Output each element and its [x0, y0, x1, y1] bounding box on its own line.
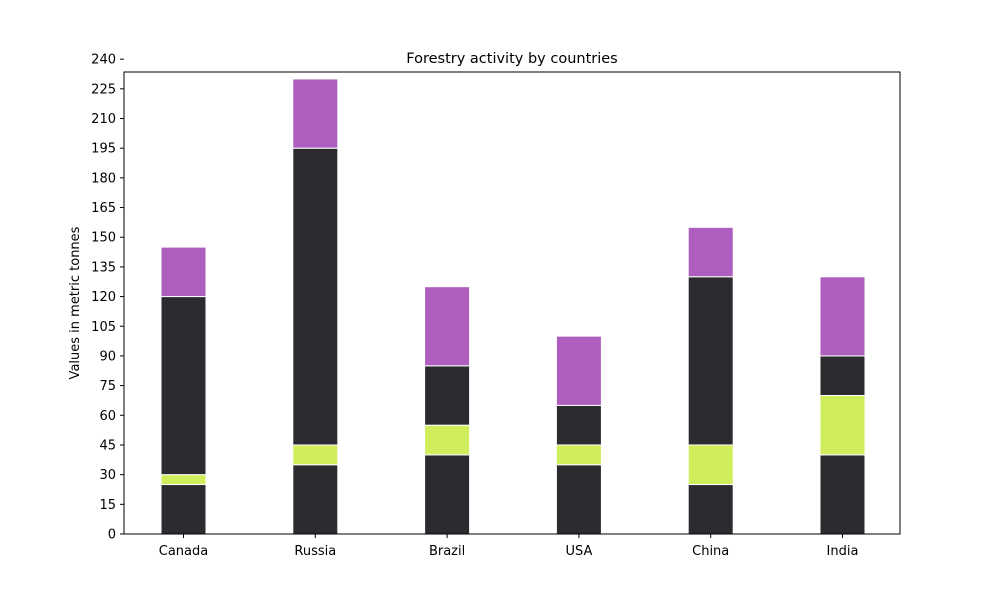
plot-frame — [123, 71, 901, 535]
y-tick-label: 165 — [91, 201, 116, 216]
y-tick-label: 60 — [99, 409, 116, 424]
bar-segment-brazil-3 — [424, 365, 471, 426]
bar-segment-canada-3 — [160, 296, 207, 476]
bar-segment-usa-3 — [555, 404, 602, 446]
y-tick-label: 240 — [91, 53, 116, 68]
x-tick-label: Brazil — [429, 544, 465, 559]
y-tick-label: 75 — [99, 379, 116, 394]
y-tick-label: 45 — [99, 438, 116, 453]
x-tick-label: India — [827, 544, 859, 559]
bar-segment-russia-4 — [292, 78, 339, 149]
bar-segment-brazil-1 — [424, 454, 471, 535]
x-tick-label: Russia — [294, 544, 336, 559]
y-tick-label: 90 — [99, 349, 116, 364]
y-tick-label: 195 — [91, 142, 116, 157]
bar-segment-china-2 — [687, 444, 734, 486]
y-tick-label: 30 — [99, 468, 116, 483]
bar-segment-india-3 — [819, 355, 866, 396]
y-tick-label: 120 — [91, 290, 116, 305]
y-axis-label: Values in metric tonnes — [68, 226, 83, 379]
y-tick-label: 105 — [91, 320, 116, 335]
bar-segment-canada-2 — [160, 474, 207, 486]
bar-segment-russia-2 — [292, 444, 339, 466]
x-axis-ticks: Canada Russia Brazil USA China India — [159, 534, 859, 559]
bar-segment-usa-4 — [555, 335, 602, 406]
bar-segment-china-1 — [687, 484, 734, 535]
bar-segment-russia-1 — [292, 464, 339, 535]
y-tick-label: 150 — [91, 231, 116, 246]
x-tick-label: China — [692, 544, 729, 559]
bar-segment-china-3 — [687, 276, 734, 446]
bar-segment-india-4 — [819, 276, 866, 357]
y-tick-label: 0 — [108, 528, 116, 543]
y-tick-label: 210 — [91, 112, 116, 127]
bar-segment-canada-1 — [160, 484, 207, 535]
bars-group — [160, 78, 866, 535]
y-tick-label: 15 — [99, 498, 116, 513]
bar-segment-india-1 — [819, 454, 866, 535]
bar-segment-canada-4 — [160, 246, 207, 298]
x-tick-label: Canada — [159, 544, 208, 559]
x-tick-label: USA — [565, 544, 592, 559]
bar-segment-usa-2 — [555, 444, 602, 466]
y-tick-label: 135 — [91, 260, 116, 275]
bar-segment-india-2 — [819, 395, 866, 456]
bar-segment-brazil-4 — [424, 286, 471, 367]
y-tick-label: 225 — [91, 82, 116, 97]
y-axis-ticks: 0 15 30 45 60 75 90 105 120 135 150 165 180 195 210 225… — [91, 53, 124, 543]
bar-segment-usa-1 — [555, 464, 602, 535]
bar-segment-china-4 — [687, 226, 734, 278]
chart-title: Forestry activity by countries — [406, 51, 617, 67]
bar-segment-russia-3 — [292, 147, 339, 446]
y-tick-label: 180 — [91, 171, 116, 186]
bar-segment-brazil-2 — [424, 424, 471, 456]
